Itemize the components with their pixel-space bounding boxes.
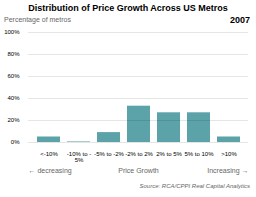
svg-text:← decreasing: ← decreasing [29, 167, 72, 175]
svg-text:80%: 80% [7, 51, 20, 57]
html-text:Source: RCA/CPPI Real Capital: Source: RCA/CPPI Real Capital Analytics [139, 183, 250, 189]
svg-text:20%: 20% [7, 117, 20, 123]
svg-text:Price Growth: Price Growth [118, 167, 159, 174]
svg-text:5% to 10%: 5% to 10% [184, 151, 214, 157]
svg-text:100%: 100% [4, 29, 20, 35]
svg-text:60%: 60% [7, 73, 20, 79]
html-text:2007: 2007 [230, 15, 250, 25]
svg-text:>10%: >10% [221, 151, 237, 157]
svg-text:40%: 40% [7, 95, 20, 101]
svg-text:0%: 0% [11, 139, 20, 145]
svg-text:-2% to 2%: -2% to 2% [125, 151, 153, 157]
html-text:Percentage of metros: Percentage of metros [4, 16, 71, 23]
svg-text:Increasing →: Increasing → [207, 167, 248, 175]
svg-text:-5% to -2%: -5% to -2% [94, 151, 124, 157]
svg-text:-10% to -5%: -10% to -5% [67, 151, 91, 163]
svg-text:<-10%: <-10% [40, 151, 58, 157]
svg-text:2% to 5%: 2% to 5% [156, 151, 182, 157]
html-text:Distribution of Price Growth A: Distribution of Price Growth Across US M… [28, 3, 228, 13]
